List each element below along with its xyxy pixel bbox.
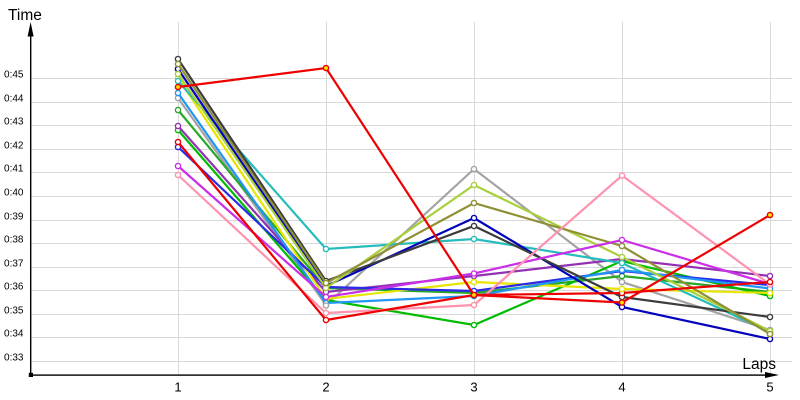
svg-text:0:39: 0:39	[4, 211, 24, 222]
svg-text:0:36: 0:36	[4, 281, 24, 292]
svg-text:2: 2	[322, 380, 329, 395]
svg-text:0:40: 0:40	[4, 187, 24, 198]
svg-text:1: 1	[174, 380, 181, 395]
svg-text:0:44: 0:44	[4, 93, 24, 104]
svg-text:0:33: 0:33	[4, 352, 24, 363]
svg-text:3: 3	[470, 380, 477, 395]
svg-text:4: 4	[618, 380, 625, 395]
svg-text:Time: Time	[8, 7, 42, 24]
svg-text:0:41: 0:41	[4, 163, 24, 174]
svg-text:0:43: 0:43	[4, 116, 24, 127]
svg-text:0:35: 0:35	[4, 305, 24, 316]
svg-text:0:38: 0:38	[4, 234, 24, 245]
svg-text:0:34: 0:34	[4, 328, 24, 339]
svg-text:Laps: Laps	[742, 356, 776, 373]
svg-text:0:45: 0:45	[4, 69, 24, 80]
svg-text:5: 5	[766, 380, 773, 395]
svg-text:0:37: 0:37	[4, 258, 24, 269]
svg-text:0:42: 0:42	[4, 140, 24, 151]
